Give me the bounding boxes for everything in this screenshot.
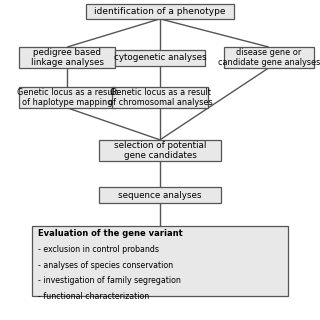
FancyBboxPatch shape xyxy=(224,47,314,68)
FancyBboxPatch shape xyxy=(19,87,115,108)
FancyBboxPatch shape xyxy=(19,47,115,68)
Text: cytogenetic analyses: cytogenetic analyses xyxy=(114,53,206,62)
Text: - analyses of species conservation: - analyses of species conservation xyxy=(38,260,173,270)
Text: - functional characterization: - functional characterization xyxy=(38,292,149,301)
Text: sequence analyses: sequence analyses xyxy=(118,191,202,200)
FancyBboxPatch shape xyxy=(99,140,221,161)
Text: - exclusion in control probands: - exclusion in control probands xyxy=(38,245,159,254)
Text: selection of potential
gene candidates: selection of potential gene candidates xyxy=(114,141,206,160)
Text: identification of a phenotype: identification of a phenotype xyxy=(94,7,226,16)
Text: Evaluation of the gene variant: Evaluation of the gene variant xyxy=(38,229,182,238)
FancyBboxPatch shape xyxy=(99,187,221,203)
Text: Genetic locus as a result
of haplotype mapping: Genetic locus as a result of haplotype m… xyxy=(17,88,118,107)
FancyBboxPatch shape xyxy=(112,87,208,108)
Text: Genetic locus as a result
of chromosomal analyses: Genetic locus as a result of chromosomal… xyxy=(108,88,212,107)
Text: disease gene or
candidate gene analyses: disease gene or candidate gene analyses xyxy=(218,48,320,67)
Text: pedigree based
linkage analyses: pedigree based linkage analyses xyxy=(31,48,104,67)
FancyBboxPatch shape xyxy=(32,226,288,296)
FancyBboxPatch shape xyxy=(86,4,234,19)
FancyBboxPatch shape xyxy=(115,50,205,66)
Text: - investigation of family segregation: - investigation of family segregation xyxy=(38,276,180,285)
